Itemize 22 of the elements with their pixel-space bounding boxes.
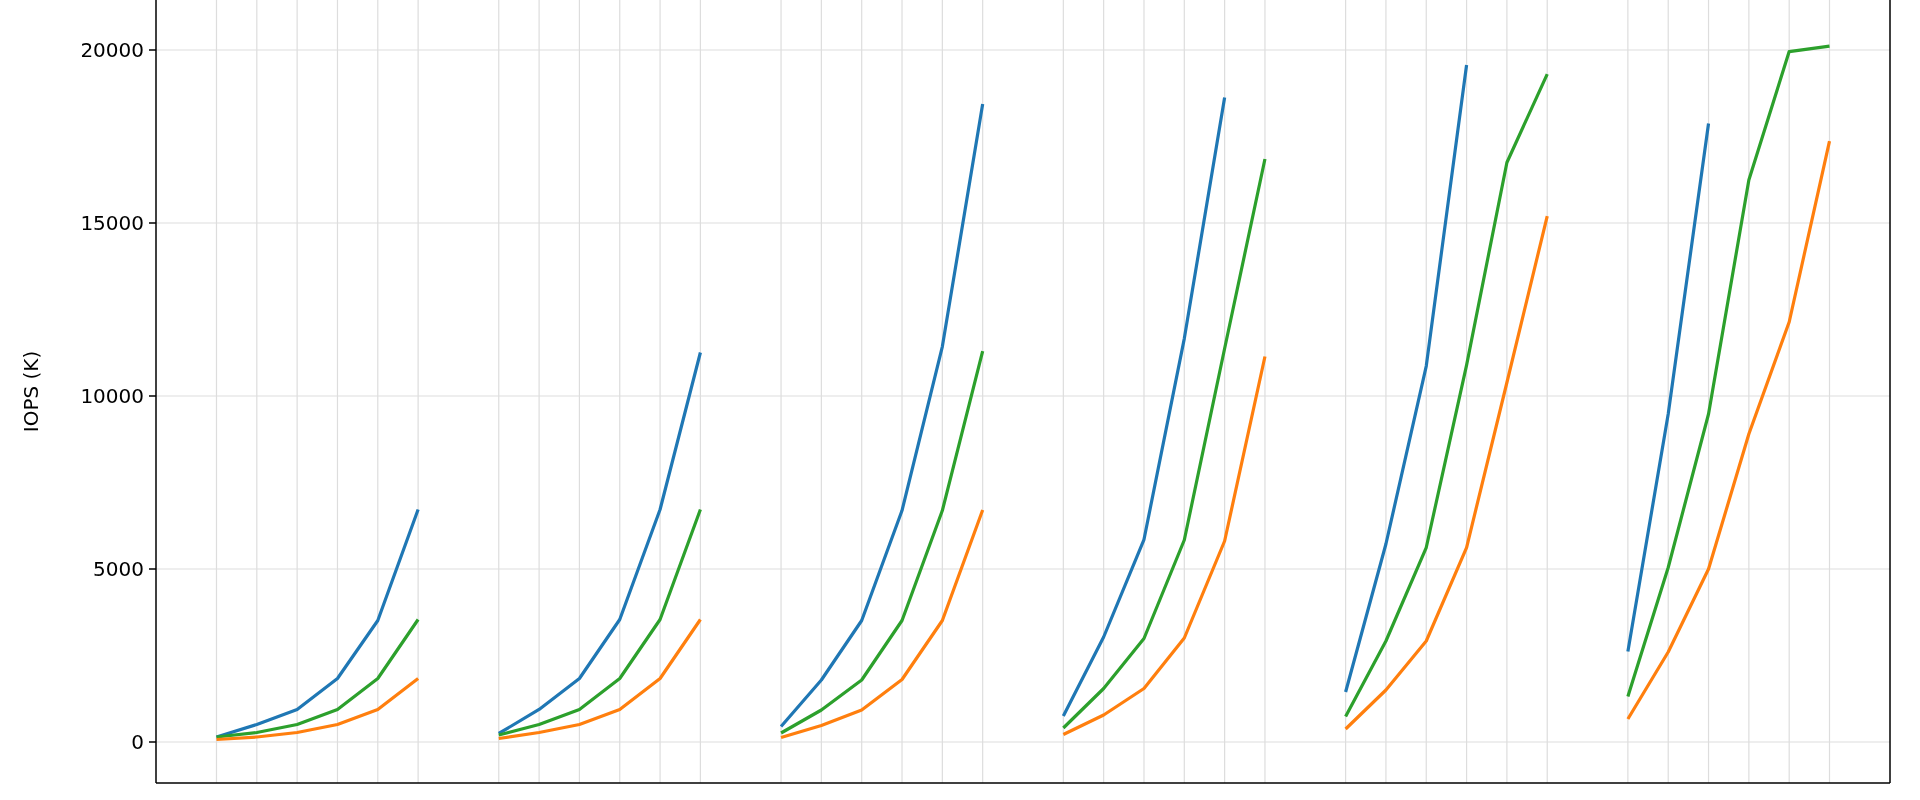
y-tick-label: 0	[131, 730, 144, 754]
line-series	[1061, 95, 1227, 718]
line-series	[1626, 44, 1832, 699]
line-series	[1061, 354, 1267, 737]
line-series	[214, 617, 420, 739]
line-series	[497, 617, 702, 741]
line-series	[1344, 72, 1549, 719]
line-series	[214, 676, 420, 742]
y-tick-label: 5000	[93, 557, 144, 581]
line-series	[779, 508, 985, 740]
line-series	[1626, 139, 1832, 721]
y-tick-label: 20000	[80, 38, 144, 62]
y-tick-label: 10000	[80, 384, 144, 408]
line-series	[1344, 63, 1469, 694]
y-tick-label: 15000	[80, 211, 144, 235]
line-series	[1061, 157, 1267, 730]
y-axis-title: IOPS (K)	[19, 350, 43, 433]
line-series	[779, 102, 985, 729]
line-series	[497, 350, 702, 736]
line-series	[497, 507, 702, 737]
line-series	[1344, 214, 1549, 731]
line-series	[779, 349, 985, 735]
